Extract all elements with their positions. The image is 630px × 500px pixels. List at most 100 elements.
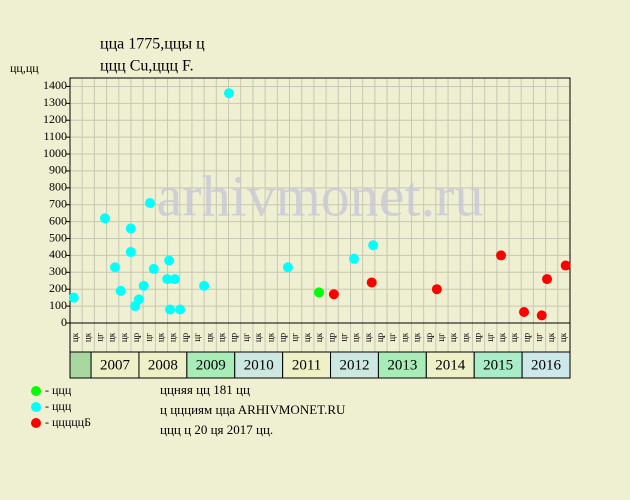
period-label: цк [265, 332, 275, 342]
period-label: цк [399, 332, 409, 342]
year-band [69, 351, 92, 379]
point [349, 253, 360, 264]
period-label: цг [485, 333, 495, 342]
point [169, 274, 180, 285]
period-label: цк [119, 332, 129, 342]
period-label: цк [107, 332, 117, 342]
point [519, 307, 530, 318]
period-label: цг [290, 333, 300, 342]
period-label: цк [448, 332, 458, 342]
point [125, 247, 136, 258]
period-label: цр [424, 332, 434, 342]
y-tick-label: 1200 [43, 112, 67, 126]
legend-marker [31, 402, 41, 412]
point [148, 263, 159, 274]
period-label: цк [363, 332, 373, 342]
point [314, 287, 325, 298]
period-label: цк [497, 332, 507, 342]
year-label: 2007 [100, 357, 131, 373]
y-tick-label: 300 [49, 264, 67, 278]
note: ц ццциям ццa ARHIVMONET.RU [160, 402, 346, 417]
period-label: цг [436, 333, 446, 342]
year-label: 2015 [483, 357, 513, 373]
period-label: цг [338, 333, 348, 342]
period-label: цк [156, 332, 166, 342]
period-label: цг [534, 333, 544, 342]
point [199, 280, 210, 291]
year-band [377, 351, 427, 379]
point [496, 250, 507, 261]
period-label: цк [546, 332, 556, 342]
point [224, 88, 235, 99]
period-label: цк [217, 332, 227, 342]
point [328, 289, 339, 300]
period-label: цк [70, 332, 80, 342]
legend-label: - цццццБ [45, 415, 91, 429]
year-band [330, 351, 379, 379]
point [138, 280, 149, 291]
year-label: 2008 [148, 357, 178, 373]
period-label: цг [387, 333, 397, 342]
note: ццц ц 20 ця 2017 цц. [160, 422, 273, 437]
period-label: цр [375, 332, 385, 342]
point [542, 274, 553, 285]
period-label: цк [253, 332, 263, 342]
point [560, 260, 571, 271]
period-label: цк [302, 332, 312, 342]
year-band [90, 351, 140, 379]
point [165, 304, 176, 315]
period-label: цк [204, 332, 214, 342]
point [110, 262, 121, 273]
y-tick-label: 700 [49, 196, 67, 210]
year-band [234, 351, 284, 379]
year-label: 2009 [196, 357, 226, 373]
chart-title: ццa 1775,ццы ц [100, 36, 205, 53]
period-label: цк [460, 332, 470, 342]
point [175, 304, 186, 315]
period-label: цк [82, 332, 92, 342]
y-tick-label: 900 [49, 163, 67, 177]
point [162, 274, 173, 285]
point [366, 277, 377, 288]
point [125, 223, 136, 234]
point [164, 255, 175, 266]
period-label: цк [558, 332, 568, 342]
point [115, 285, 126, 296]
year-band [186, 351, 236, 379]
period-label: цр [473, 332, 483, 342]
chart-subtitle: ццц Cu,ццц F. [100, 58, 194, 75]
period-label: цр [131, 332, 141, 342]
period-label: цг [241, 333, 251, 342]
year-label: 2013 [387, 357, 417, 373]
point [68, 292, 79, 303]
y-tick-label: 1000 [43, 146, 67, 160]
note: ццняя цц 181 цц [160, 382, 250, 397]
period-label: цр [180, 332, 190, 342]
period-label: цк [314, 332, 324, 342]
legend-marker [31, 386, 41, 396]
year-label: 2012 [339, 357, 369, 373]
y-tick-label: 1400 [43, 78, 67, 92]
y-tick-label: 400 [49, 247, 67, 261]
year-band [138, 351, 188, 379]
y-tick-label: 800 [49, 180, 67, 194]
year-band [425, 351, 475, 379]
period-label: цр [326, 332, 336, 342]
y-tick-label: 1100 [43, 129, 67, 143]
y-tick-label: 100 [49, 298, 67, 312]
y-axis-label: цц,цц [10, 61, 39, 75]
point [99, 213, 110, 224]
point [368, 240, 379, 251]
period-label: цк [412, 332, 422, 342]
period-label: цг [95, 333, 105, 342]
y-tick-label: 0 [61, 315, 67, 329]
point [133, 294, 144, 305]
watermark: arhivmonet.ru [157, 163, 484, 228]
period-label: цр [277, 332, 287, 342]
period-label: цк [168, 332, 178, 342]
period-label: цр [229, 332, 239, 342]
year-label: 2011 [292, 357, 321, 373]
period-label: цк [351, 332, 361, 342]
